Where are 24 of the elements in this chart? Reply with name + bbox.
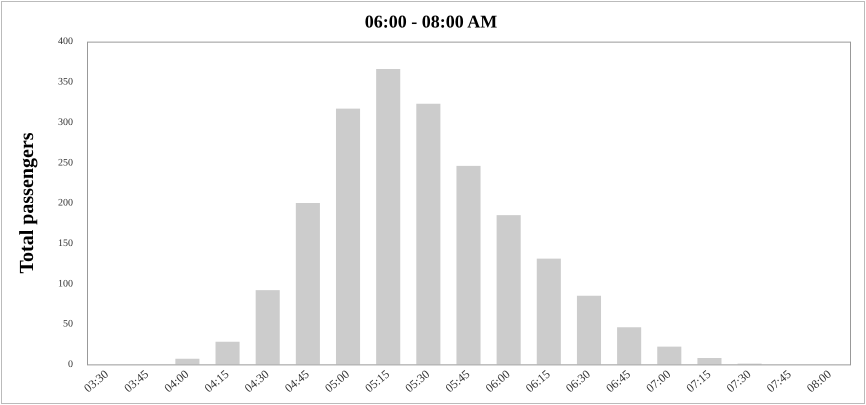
bar bbox=[296, 203, 320, 364]
bar bbox=[456, 166, 481, 364]
y-tick-label: 50 bbox=[63, 318, 73, 330]
y-tick-label: 200 bbox=[58, 198, 73, 209]
bar bbox=[536, 258, 561, 364]
bar bbox=[617, 327, 642, 364]
y-tick-label: 0 bbox=[68, 359, 73, 370]
bar bbox=[697, 358, 722, 364]
bar bbox=[336, 108, 360, 364]
chart-title: 06:00 - 08:00 AM bbox=[364, 11, 498, 32]
y-tick-label: 250 bbox=[58, 157, 73, 168]
bar bbox=[376, 69, 400, 364]
bar bbox=[216, 342, 240, 364]
bar bbox=[256, 290, 280, 364]
y-axis-title: Total passengers bbox=[16, 132, 38, 274]
y-tick-label: 100 bbox=[58, 278, 73, 290]
bar bbox=[576, 296, 602, 364]
y-tick-label: 300 bbox=[58, 116, 73, 128]
bar bbox=[657, 346, 682, 364]
bar bbox=[496, 215, 521, 364]
y-tick-label: 150 bbox=[58, 238, 73, 249]
y-tick-label: 350 bbox=[58, 76, 73, 88]
bar bbox=[416, 104, 440, 364]
y-tick-label: 400 bbox=[58, 36, 73, 48]
